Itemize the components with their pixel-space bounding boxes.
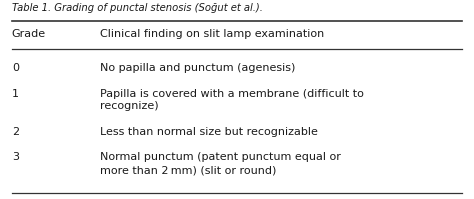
Text: Grade: Grade [12, 29, 46, 39]
Text: Less than normal size but recognizable: Less than normal size but recognizable [100, 127, 318, 137]
Text: 3: 3 [12, 152, 19, 162]
Text: Table 1. Grading of punctal stenosis (Soğut et al.).: Table 1. Grading of punctal stenosis (So… [12, 3, 263, 13]
Text: Clinical finding on slit lamp examination: Clinical finding on slit lamp examinatio… [100, 29, 324, 39]
Text: Normal punctum (patent punctum equal or
more than 2 mm) (slit or round): Normal punctum (patent punctum equal or … [100, 152, 340, 175]
Text: 2: 2 [12, 127, 19, 137]
Text: 1: 1 [12, 89, 19, 99]
Text: No papilla and punctum (agenesis): No papilla and punctum (agenesis) [100, 63, 295, 73]
Text: 0: 0 [12, 63, 19, 73]
Text: Papilla is covered with a membrane (difficult to
recognize): Papilla is covered with a membrane (diff… [100, 89, 364, 111]
